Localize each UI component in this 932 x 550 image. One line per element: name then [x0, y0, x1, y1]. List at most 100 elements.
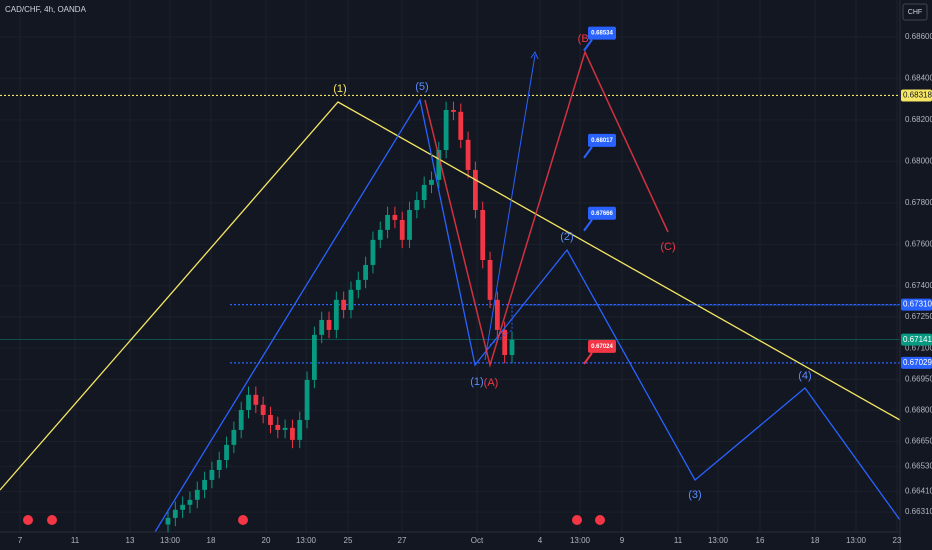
y-tick-label: 0.67800 — [905, 198, 932, 207]
event-icon[interactable] — [572, 515, 582, 525]
y-tick-label: 0.68600 — [905, 32, 932, 41]
x-tick-label: 23 — [893, 536, 902, 545]
wave-label: (2) — [560, 231, 573, 243]
callout-pointer — [583, 146, 593, 159]
y-tick-label: 0.66800 — [905, 406, 932, 415]
last-price-tag — [901, 333, 932, 346]
candle-body — [348, 289, 354, 310]
y-tick-label: 0.67250 — [905, 312, 932, 321]
wave-drawings — [0, 49, 901, 533]
callout-label: 0.68017 — [591, 138, 613, 144]
currency-button[interactable] — [902, 3, 928, 21]
candle-body — [231, 429, 237, 445]
y-tick-label: 0.67100 — [905, 343, 932, 352]
callout-label: 0.67024 — [591, 344, 613, 350]
candle-body — [421, 184, 427, 201]
x-tick-label: 27 — [398, 536, 407, 545]
candle-body — [216, 460, 222, 470]
price-tag-label: 0.67029 — [903, 358, 932, 367]
candle-body — [443, 109, 449, 151]
currency-label[interactable]: CHF — [908, 9, 922, 16]
candle-body — [399, 219, 405, 240]
wave-label: (C) — [660, 241, 675, 253]
y-tick-label: 0.66310 — [905, 507, 932, 516]
callout-pointer — [583, 39, 593, 52]
price-lines — [0, 94, 900, 364]
candle-body — [238, 409, 244, 430]
callout-box — [588, 133, 616, 147]
candle-body — [304, 379, 310, 420]
candles — [165, 101, 515, 533]
y-tick-label: 0.68400 — [905, 74, 932, 83]
x-tick-label: 13:00 — [296, 536, 317, 545]
x-tick-label: 13:00 — [846, 536, 867, 545]
candle-body — [494, 299, 500, 330]
event-icons — [23, 515, 605, 525]
x-tick-label: 7 — [18, 536, 23, 545]
y-tick-label: 0.66950 — [905, 374, 932, 383]
event-icon[interactable] — [238, 515, 248, 525]
event-icon[interactable] — [595, 515, 605, 525]
event-icon[interactable] — [47, 515, 57, 525]
x-axis: 7 11 13 13:00 18 20 13:00 25 27 Oct 4 13:00 9 11 13:00… — [18, 536, 902, 545]
y-axis: 0.68600 0.68400 0.68200 0.68000 0.67800 0.676… — [901, 32, 932, 516]
x-tick-label: 9 — [620, 536, 625, 545]
candle-body — [282, 427, 288, 430]
wave-label: (1) — [333, 83, 346, 95]
candle-body — [290, 427, 295, 440]
candle-body — [333, 299, 339, 330]
last-price-label: 0.67141 — [903, 335, 932, 344]
candle-body — [473, 169, 478, 210]
candle-body — [297, 419, 303, 440]
box-line — [489, 304, 900, 346]
candle-body — [253, 394, 259, 405]
candle-body — [436, 150, 442, 180]
candle-body — [311, 334, 317, 380]
candle-body — [429, 179, 434, 185]
event-icon[interactable] — [23, 515, 33, 525]
x-tick-label: 13:00 — [570, 536, 591, 545]
candle-body — [363, 264, 369, 280]
x-tick-label: 11 — [674, 536, 683, 545]
candle-body — [180, 504, 186, 510]
y-tick-label: 0.68000 — [905, 157, 932, 166]
candle-body — [209, 469, 215, 480]
x-tick-label: Oct — [471, 536, 484, 545]
wave-labels: (1) (5) (1) (A) (2) (B) (C) (3) (4) — [333, 33, 811, 501]
candle-body — [480, 209, 486, 260]
candle-body — [377, 229, 383, 240]
red-wave — [424, 49, 669, 368]
candle-body — [385, 214, 390, 230]
candle-body — [165, 517, 171, 525]
callout-pointer — [583, 352, 593, 365]
blue-wave — [154, 98, 901, 533]
candle-body — [224, 444, 229, 461]
price-tag — [901, 298, 932, 311]
candle-body — [407, 209, 412, 240]
candle-body — [451, 109, 456, 112]
price-tag-label: 0.67310 — [903, 300, 932, 309]
grid — [0, 0, 900, 532]
y-tick-label: 0.66530 — [905, 462, 932, 471]
x-tick-label: 13:00 — [160, 536, 181, 545]
callout-box — [588, 339, 616, 353]
callout-label: 0.67666 — [591, 211, 613, 217]
x-tick-label: 4 — [538, 536, 543, 545]
candle-body — [268, 414, 273, 425]
callout-pointer — [583, 219, 593, 232]
candle-body — [502, 329, 508, 356]
candle-body — [187, 499, 193, 505]
arrow-head — [530, 50, 539, 60]
candle-body — [319, 319, 325, 335]
y-tick-label: 0.68200 — [905, 115, 932, 124]
callout-label: 0.68534 — [591, 31, 613, 37]
x-tick-label: 20 — [262, 536, 271, 545]
x-tick-label: 18 — [207, 536, 216, 545]
candle-body — [509, 339, 515, 356]
y-tick-label: 0.66650 — [905, 437, 932, 446]
candle-body — [392, 214, 398, 220]
candle-body — [275, 424, 281, 430]
candle-body — [341, 299, 347, 310]
